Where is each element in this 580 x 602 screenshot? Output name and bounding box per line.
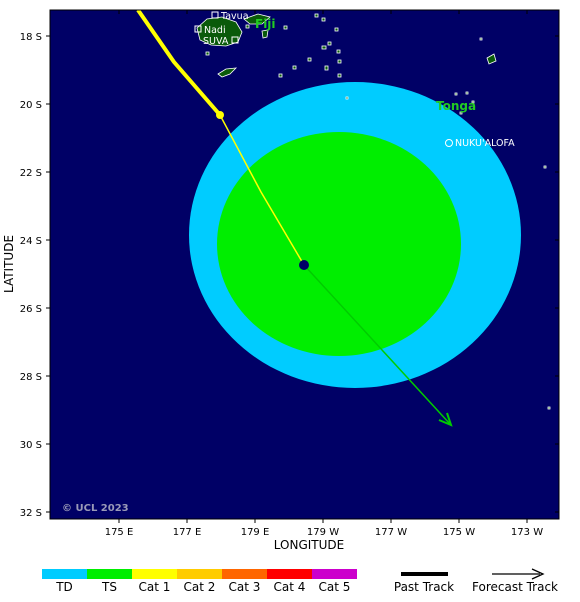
nukualofa-marker <box>445 139 453 147</box>
kadavu-island <box>217 67 238 78</box>
fiji-islands <box>196 13 342 78</box>
y-axis-ticks: 18 S 20 S 22 S 24 S 26 S 28 S 30 S 32 S <box>20 32 559 519</box>
suva-label: SUVA <box>203 36 229 47</box>
legend-swatch <box>177 569 222 579</box>
y-tick-label: 30 S <box>20 440 42 451</box>
x-axis-ticks: 175 E 177 E 179 E 179 W 177 W 175 W 173 W <box>105 10 543 538</box>
intensity-legend: TD TS Cat 1 Cat 2 Cat 3 Cat 4 Cat 5 <box>42 569 357 594</box>
x-tick-label: 175 E <box>105 527 134 538</box>
ts-wind-field <box>217 132 461 356</box>
islet <box>471 100 475 104</box>
taveuni-island <box>261 29 269 39</box>
nadi-marker <box>194 25 202 33</box>
fiji-label: Fiji <box>255 17 276 31</box>
nadi-label: Nadi <box>204 25 226 36</box>
forecast-track-legend-arrow <box>531 568 545 580</box>
current-position-marker <box>299 260 309 270</box>
islet <box>479 37 483 41</box>
islet <box>345 96 349 100</box>
x-tick-label: 177 E <box>173 527 202 538</box>
islet <box>454 92 458 96</box>
y-tick-label: 18 S <box>20 32 42 43</box>
x-tick-label: 175 W <box>443 527 475 538</box>
tavua-marker <box>211 11 219 19</box>
map-frame <box>49 9 560 520</box>
islet <box>459 111 463 115</box>
y-tick-label: 24 S <box>20 236 42 247</box>
tonga-islands <box>345 37 551 410</box>
copyright-label: © UCL 2023 <box>62 503 129 514</box>
y-tick-label: 20 S <box>20 100 42 111</box>
islet <box>543 165 547 169</box>
tavua-label: Tavua <box>220 11 249 22</box>
past-track-thin <box>219 114 305 266</box>
y-tick-label: 28 S <box>20 372 42 383</box>
islet <box>337 73 342 78</box>
forecast-track-legend-label: Forecast Track <box>472 580 558 594</box>
islet <box>337 59 342 64</box>
x-tick-label: 179 E <box>241 527 270 538</box>
islet <box>327 41 332 46</box>
islet <box>321 45 327 50</box>
legend-swatch <box>222 569 267 579</box>
legend-label: Cat 2 <box>184 580 216 594</box>
islet <box>334 27 339 32</box>
past-track-legend-label: Past Track <box>394 580 454 594</box>
x-tick-label: 177 W <box>375 527 407 538</box>
islet <box>465 91 469 95</box>
islet <box>307 57 312 62</box>
legend-swatch <box>42 569 87 579</box>
islet <box>278 73 283 78</box>
legend-label: Cat 4 <box>274 580 306 594</box>
islet <box>336 49 341 54</box>
tonga-label: Tonga <box>436 99 476 113</box>
y-tick-label: 22 S <box>20 168 42 179</box>
vanua-levu-island <box>243 13 271 25</box>
y-tick-label: 32 S <box>20 508 42 519</box>
suva-marker <box>231 36 239 44</box>
y-tick-label: 26 S <box>20 304 42 315</box>
islet <box>205 51 210 56</box>
islet <box>283 25 288 30</box>
legend-label: Cat 5 <box>319 580 351 594</box>
legend-swatch <box>87 569 132 579</box>
x-axis-title: LONGITUDE <box>274 538 344 552</box>
legend-swatch <box>132 569 177 579</box>
islet <box>547 406 551 410</box>
x-tick-label: 173 W <box>511 527 543 538</box>
x-tick-label: 179 W <box>307 527 339 538</box>
nukualofa-label: NUKU'ALOFA <box>455 138 515 149</box>
legend-swatch <box>267 569 312 579</box>
legend-label: Cat 3 <box>229 580 261 594</box>
forecast-arrowhead <box>438 412 453 427</box>
legend-label: TS <box>101 580 117 594</box>
islet <box>321 17 326 22</box>
legend-label: TD <box>55 580 73 594</box>
forecast-track-line <box>303 264 451 425</box>
vavau-island <box>486 53 497 65</box>
legend-label: Cat 1 <box>139 580 171 594</box>
islet <box>314 13 319 18</box>
legend-swatch <box>312 569 357 579</box>
past-position-marker <box>216 111 224 119</box>
islet <box>292 65 297 70</box>
y-axis-title: LATITUDE <box>2 235 16 293</box>
past-track-thick <box>136 10 222 117</box>
islet <box>245 24 250 29</box>
islet <box>324 65 329 71</box>
